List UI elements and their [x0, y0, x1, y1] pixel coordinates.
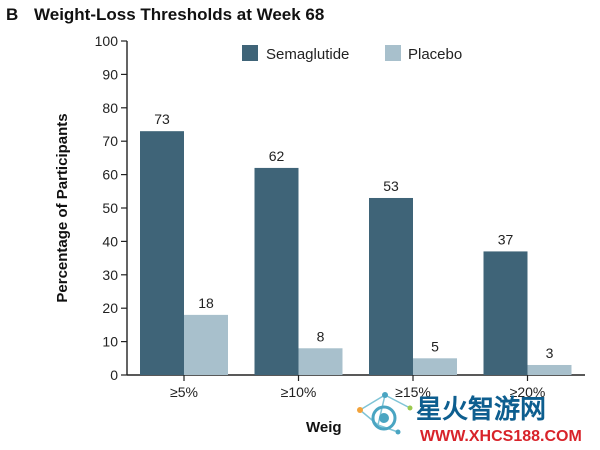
- watermark: 星火智游网 WWW.XHCS188.COM: [357, 392, 582, 445]
- y-tick-label: 60: [102, 167, 118, 183]
- legend-swatch-placebo: [385, 45, 401, 61]
- legend: Semaglutide Placebo: [242, 45, 462, 63]
- bar-value-label: 18: [198, 295, 214, 311]
- y-axis: 0 10 20 30 40 50 60 70 80 90 100: [95, 33, 128, 383]
- chart-title: Weight-Loss Thresholds at Week 68: [34, 5, 324, 24]
- bar-semaglutide: [254, 167, 299, 375]
- x-tick-label: ≥20%: [510, 384, 546, 400]
- bar-value-label: 8: [317, 328, 325, 344]
- x-axis-label: Weig: [306, 419, 342, 436]
- x-tick-label: ≥5%: [170, 384, 198, 400]
- bar-placebo: [413, 358, 457, 375]
- x-tick-label: ≥15%: [395, 384, 431, 400]
- y-axis-label: Percentage of Participants: [54, 113, 71, 302]
- y-tick-label: 80: [102, 100, 118, 116]
- legend-label-placebo: Placebo: [408, 46, 462, 63]
- y-tick-label: 70: [102, 133, 118, 149]
- legend-label-semaglutide: Semaglutide: [266, 46, 349, 63]
- y-tick-label: 30: [102, 267, 118, 283]
- bar-value-label: 73: [154, 111, 170, 127]
- y-tick-label: 90: [102, 66, 118, 82]
- watermark-logo-icon: [357, 392, 413, 435]
- watermark-url: WWW.XHCS188.COM: [420, 428, 582, 445]
- panel-letter: B: [6, 5, 18, 24]
- y-tick-label: 50: [102, 200, 118, 216]
- y-tick-label: 20: [102, 300, 118, 316]
- bar-value-label: 5: [431, 338, 439, 354]
- x-tick-label: ≥10%: [281, 384, 317, 400]
- bar-semaglutide: [483, 251, 528, 375]
- y-tick-label: 100: [95, 33, 119, 49]
- bar-value-label: 62: [269, 148, 285, 164]
- bar-value-label: 37: [498, 231, 514, 247]
- y-tick-label: 10: [102, 334, 118, 350]
- watermark-text: 星火智游网: [416, 394, 546, 424]
- bar-placebo: [184, 314, 228, 375]
- y-tick-label: 40: [102, 233, 118, 249]
- bar-value-label: 53: [383, 178, 399, 194]
- bar-value-label: 3: [546, 345, 554, 361]
- bar-semaglutide: [369, 197, 413, 375]
- bars: 73 18 62 8 53 5 37 3: [140, 111, 572, 375]
- legend-swatch-semaglutide: [242, 45, 258, 61]
- y-tick-label: 0: [110, 367, 118, 383]
- bar-placebo: [298, 348, 343, 375]
- bar-placebo: [527, 364, 572, 375]
- bar-semaglutide: [140, 131, 184, 375]
